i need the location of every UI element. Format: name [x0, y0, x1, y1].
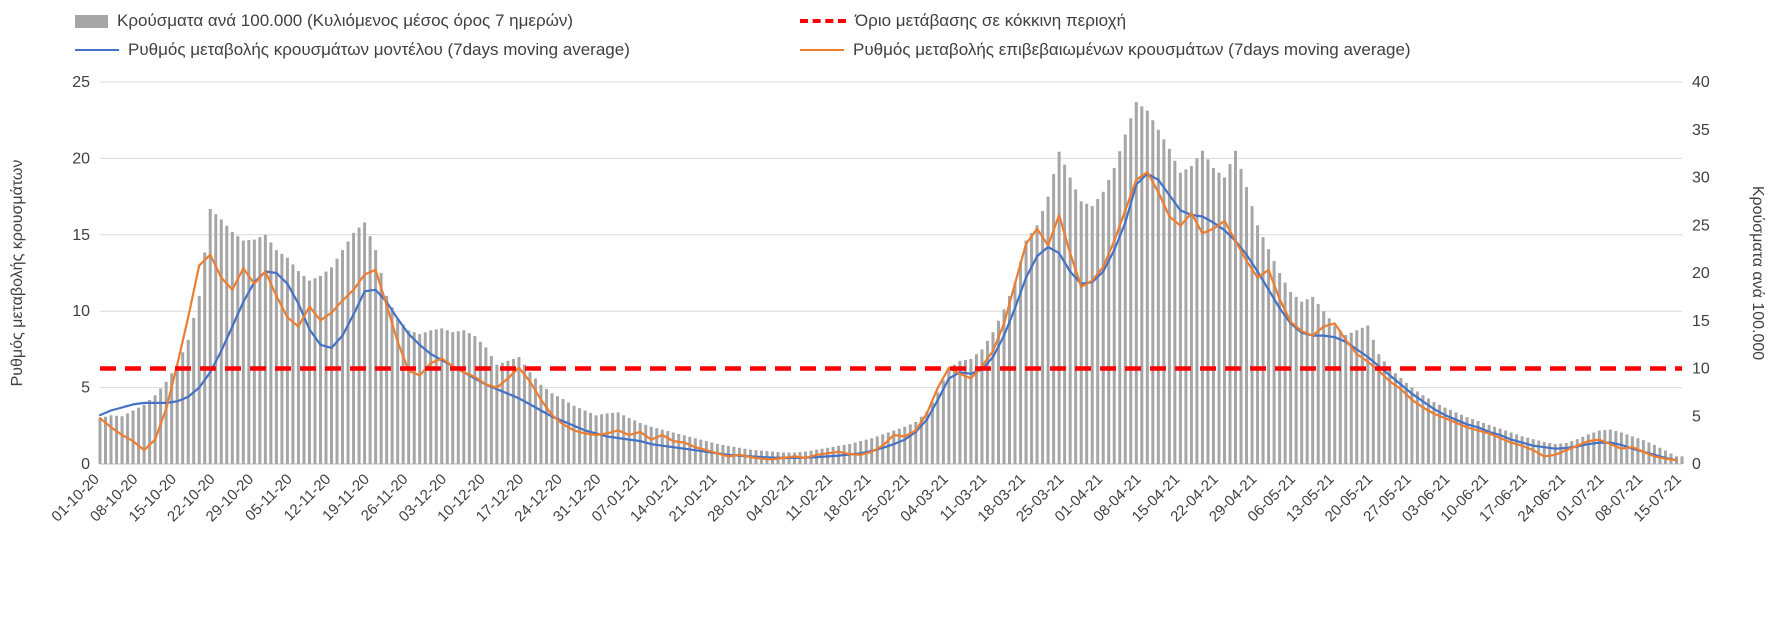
- bars-series: [98, 102, 1684, 465]
- right-axis-labels: 0 5 10 15 20 25 30 35 40: [1692, 74, 1710, 473]
- svg-text:10: 10: [72, 303, 90, 320]
- confirmed-line: [98, 171, 1678, 462]
- model-line: [98, 172, 1678, 462]
- legend: Κρούσματα ανά 100.000 (Κυλιόμενος μέσος …: [0, 0, 1771, 70]
- left-axis-labels: 0 5 10 15 20 25: [72, 74, 90, 473]
- svg-text:20: 20: [72, 150, 90, 167]
- svg-text:5: 5: [81, 380, 90, 397]
- svg-text:5: 5: [1692, 408, 1701, 425]
- legend-item-red-threshold: Όριο μετάβασης σε κόκκινη περιοχή: [800, 11, 1126, 31]
- right-axis-title: Κρούσματα ανά 100.000: [1749, 186, 1766, 360]
- orange-line-swatch: [800, 49, 844, 51]
- left-axis-title: Ρυθμός μεταβολής κρουσμάτων: [9, 160, 26, 387]
- legend-item-cases-bars: Κρούσματα ανά 100.000 (Κυλιόμενος μέσος …: [75, 11, 573, 31]
- svg-text:15: 15: [1692, 313, 1710, 330]
- svg-text:20: 20: [1692, 265, 1710, 282]
- svg-text:25: 25: [72, 74, 90, 91]
- legend-label-cases-bars: Κρούσματα ανά 100.000 (Κυλιόμενος μέσος …: [117, 11, 574, 30]
- svg-text:35: 35: [1692, 122, 1710, 139]
- legend-label-red-threshold: Όριο μετάβασης σε κόκκινη περιοχή: [855, 11, 1127, 30]
- svg-text:0: 0: [81, 456, 90, 473]
- bar-swatch: [75, 14, 108, 28]
- legend-label-confirmed-rate: Ρυθμός μεταβολής επιβεβαιωμένων κρουσμάτ…: [853, 40, 1411, 59]
- dashed-line-swatch: [800, 19, 846, 23]
- svg-text:0: 0: [1692, 456, 1701, 473]
- x-axis-labels: 01-10-2008-10-2015-10-2022-10-2029-10-20…: [48, 471, 1684, 525]
- svg-text:10: 10: [1692, 361, 1710, 378]
- svg-text:40: 40: [1692, 74, 1710, 91]
- legend-item-confirmed-rate: Ρυθμός μεταβολής επιβεβαιωμένων κρουσμάτ…: [800, 40, 1411, 60]
- legend-label-model-rate: Ρυθμός μεταβολής κρουσμάτων μοντέλου (7d…: [128, 40, 630, 59]
- svg-text:15: 15: [72, 227, 90, 244]
- svg-text:30: 30: [1692, 170, 1710, 187]
- svg-text:25: 25: [1692, 217, 1710, 234]
- legend-item-model-rate: Ρυθμός μεταβολής κρουσμάτων μοντέλου (7d…: [75, 40, 630, 60]
- blue-line-swatch: [75, 49, 119, 51]
